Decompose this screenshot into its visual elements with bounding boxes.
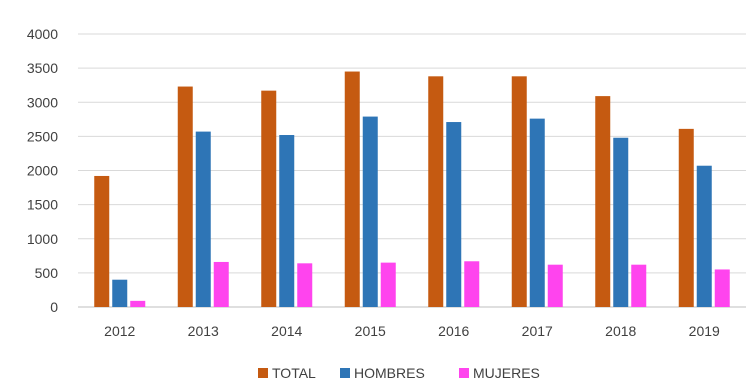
bar-mujeres-2012 <box>130 300 146 307</box>
bar-mujeres-2015 <box>380 262 396 307</box>
bars <box>94 71 730 308</box>
x-tick-label: 2013 <box>188 323 219 339</box>
x-tick-label: 2018 <box>605 323 636 339</box>
bar-hombres-2012 <box>112 279 128 307</box>
y-tick-label: 4000 <box>27 26 58 42</box>
bar-total-2013 <box>177 86 193 308</box>
bar-total-2016 <box>428 76 444 307</box>
bar-hombres-2018 <box>613 137 629 307</box>
x-tick-label: 2019 <box>689 323 720 339</box>
bar-mujeres-2019 <box>714 269 730 307</box>
bar-total-2014 <box>261 90 277 308</box>
x-tick-label: 2016 <box>438 323 469 339</box>
y-axis-ticks: 0 500 1000 1500 2000 2500 3000 3500 4000 <box>27 26 58 315</box>
bar-mujeres-2014 <box>297 263 313 307</box>
y-tick-label: 2000 <box>27 163 58 179</box>
legend-label-total: TOTAL <box>272 365 316 381</box>
bar-total-2012 <box>94 175 110 307</box>
bar-total-2019 <box>678 128 694 307</box>
bar-hombres-2016 <box>446 122 462 307</box>
legend-label-mujeres: MUJERES <box>473 365 540 381</box>
bar-mujeres-2016 <box>464 261 480 307</box>
bar-mujeres-2018 <box>631 264 647 307</box>
bar-total-2015 <box>344 71 360 307</box>
bar-mujeres-2013 <box>213 261 229 307</box>
y-tick-label: 1500 <box>27 197 58 213</box>
legend-swatch-hombres <box>340 368 350 378</box>
bar-hombres-2014 <box>279 135 295 307</box>
bar-hombres-2017 <box>529 118 545 307</box>
x-tick-label: 2015 <box>355 323 386 339</box>
legend-swatch-mujeres <box>459 368 469 378</box>
x-tick-label: 2012 <box>104 323 135 339</box>
x-axis-ticks: 2012 2013 2014 2015 2016 2017 2018 2019 <box>104 323 720 339</box>
bar-hombres-2013 <box>195 131 211 307</box>
x-tick-label: 2014 <box>271 323 302 339</box>
y-tick-label: 500 <box>35 265 59 281</box>
legend-label-hombres: HOMBRES <box>354 365 425 381</box>
y-tick-label: 3000 <box>27 94 58 110</box>
y-tick-label: 1000 <box>27 231 58 247</box>
bar-total-2018 <box>595 96 611 307</box>
legend-swatch-total <box>258 368 268 378</box>
y-tick-label: 0 <box>50 299 58 315</box>
x-tick-label: 2017 <box>522 323 553 339</box>
y-tick-label: 2500 <box>27 128 58 144</box>
y-tick-label: 3500 <box>27 60 58 76</box>
bar-hombres-2019 <box>696 165 712 307</box>
bar-total-2017 <box>511 76 527 307</box>
legend: TOTAL HOMBRES MUJERES <box>258 365 540 381</box>
bar-mujeres-2017 <box>547 264 563 307</box>
bar-hombres-2015 <box>362 116 378 308</box>
